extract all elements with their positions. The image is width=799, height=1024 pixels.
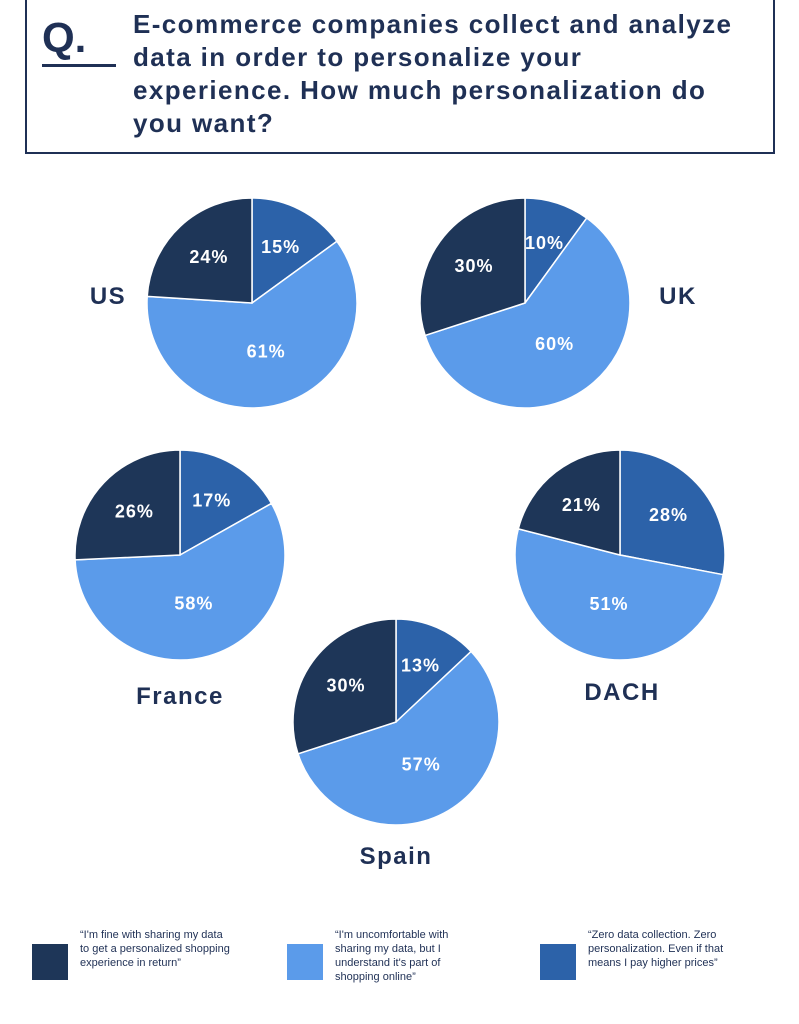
legend-text-share: “I'm fine with sharing my data to get a … [80,929,230,969]
legend-swatch-zero [540,944,576,980]
pie-label-dach-uncomfortable-but-understand: 51% [589,594,628,614]
pie-slice-spain-share-for-personalization [292,618,397,755]
pie-label-uk-share-for-personalization: 30% [454,256,493,276]
legend-item-zero: “Zero data collection. Zero personalizat… [540,928,738,980]
pie-label-uk-zero-data-collection: 10% [525,233,564,253]
legend-text-zero: “Zero data collection. Zero personalizat… [588,929,724,969]
country-label-france: France [136,683,224,710]
question-marker: Q. [42,14,87,61]
legend-swatch-share [32,944,68,980]
pie-slice-dach-share-for-personalization [517,449,621,556]
question-marker-underline [42,64,116,67]
country-label-dach: DACH [584,679,659,706]
pie-label-france-zero-data-collection: 17% [192,491,231,511]
question-text: E-commerce companies collect and analyze… [133,9,733,138]
pie-label-us-share-for-personalization: 24% [189,247,228,267]
legend-text-uncomfortable: “I'm uncomfortable with sharing my data,… [335,929,449,983]
legend-item-uncomfortable: “I'm uncomfortable with sharing my data,… [287,928,485,984]
pie-label-uk-uncomfortable-but-understand: 60% [535,334,574,354]
pie-slice-us-uncomfortable-but-understand [146,240,358,409]
pie-label-france-share-for-personalization: 26% [115,502,154,522]
pie-slice-dach-uncomfortable-but-understand [514,527,725,661]
pie-label-spain-share-for-personalization: 30% [326,676,365,696]
pie-slice-spain-uncomfortable-but-understand [297,650,500,826]
question-box [25,0,775,154]
pie-slice-dach-zero-data-collection [619,449,726,576]
legend-item-share: “I'm fine with sharing my data to get a … [32,928,230,980]
pie-label-spain-uncomfortable-but-understand: 57% [402,755,441,775]
pie-label-dach-zero-data-collection: 28% [649,505,688,525]
pie-slice-france-uncomfortable-but-understand [74,502,286,661]
pie-slice-spain-zero-data-collection [395,618,473,724]
pie-label-spain-zero-data-collection: 13% [401,655,440,675]
pie-slice-france-zero-data-collection [179,449,273,557]
pie-slice-france-share-for-personalization [74,449,181,561]
country-label-uk: UK [659,283,697,310]
legend-swatch-uncomfortable [287,944,323,980]
country-label-us: US [90,283,126,310]
pie-label-us-zero-data-collection: 15% [261,237,300,257]
pie-label-dach-share-for-personalization: 21% [562,495,601,515]
pie-slice-uk-share-for-personalization [419,197,526,337]
pie-slice-us-zero-data-collection [251,197,338,305]
country-label-spain: Spain [360,843,433,870]
pie-slice-uk-uncomfortable-but-understand [424,217,631,409]
pie-slice-us-share-for-personalization [146,197,253,304]
pie-label-france-uncomfortable-but-understand: 58% [174,593,213,613]
pie-label-us-uncomfortable-but-understand: 61% [247,341,286,361]
